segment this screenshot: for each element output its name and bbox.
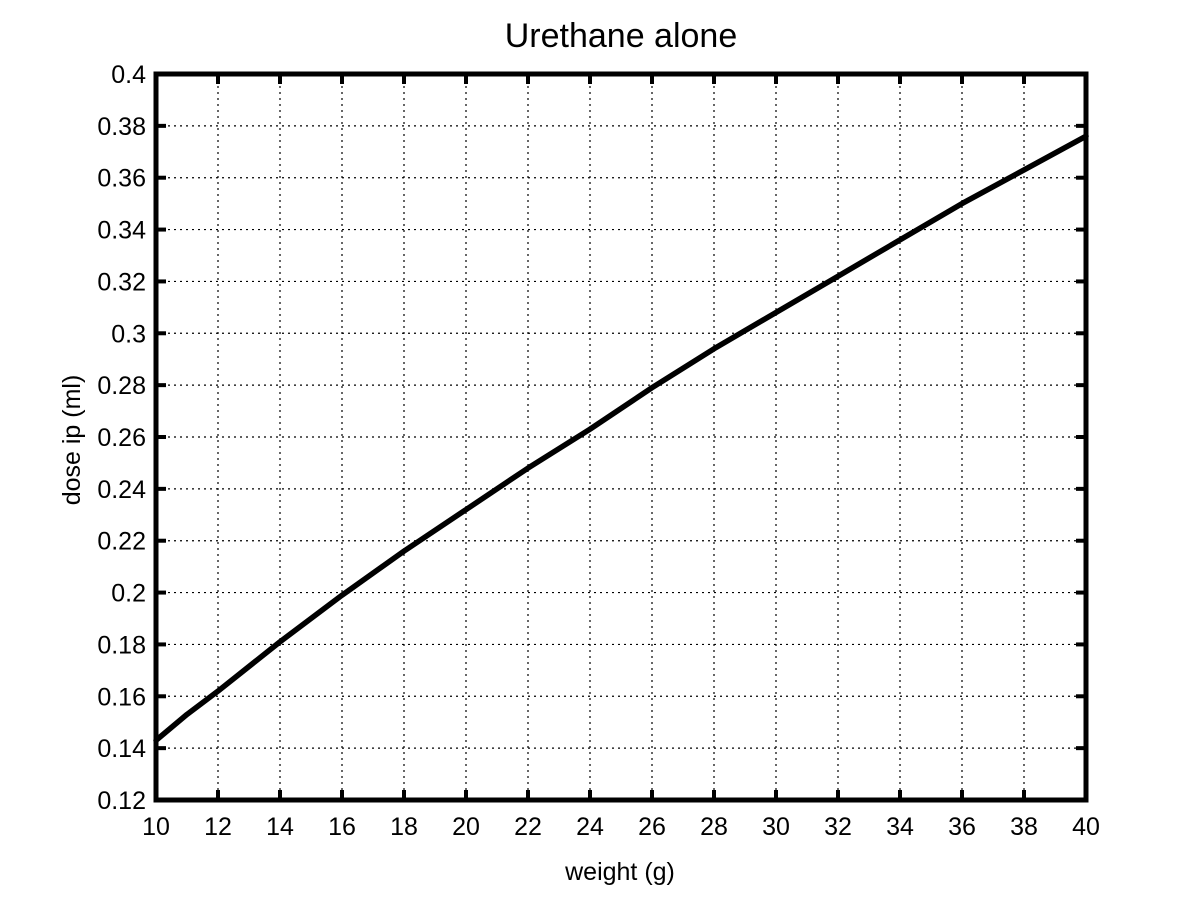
x-tick-label: 26 xyxy=(638,813,666,841)
y-tick-label: 0.14 xyxy=(97,735,146,763)
y-tick-label: 0.34 xyxy=(97,217,146,245)
y-tick-label: 0.2 xyxy=(111,580,146,608)
x-tick-label: 32 xyxy=(824,813,852,841)
y-tick-label: 0.3 xyxy=(111,320,146,348)
y-tick-label: 0.22 xyxy=(97,528,146,556)
y-tick-label: 0.12 xyxy=(97,787,146,815)
series-group xyxy=(153,133,1089,744)
x-tick-label: 10 xyxy=(142,813,170,841)
x-tick-label: 24 xyxy=(576,813,604,841)
x-tick-label: 28 xyxy=(700,813,728,841)
grid xyxy=(156,74,1086,800)
x-tick-label: 18 xyxy=(390,813,418,841)
x-tick-label: 40 xyxy=(1072,813,1100,841)
y-tick-label: 0.4 xyxy=(111,61,146,89)
x-tick-label: 14 xyxy=(266,813,294,841)
y-tick-label: 0.16 xyxy=(97,683,146,711)
x-tick-label: 34 xyxy=(886,813,914,841)
y-tick-label: 0.26 xyxy=(97,424,146,452)
x-tick-label: 16 xyxy=(328,813,356,841)
y-tick-label: 0.32 xyxy=(97,268,146,296)
y-tick-label: 0.38 xyxy=(97,113,146,141)
chart-title: Urethane alone xyxy=(505,17,738,55)
plot-frame xyxy=(153,71,1089,803)
y-tick-labels: 0.12 0.14 0.16 0.18 0.2 0.22 0.24 0.26 0.28 0.3 0.… xyxy=(97,61,146,815)
x-tick-label: 30 xyxy=(762,813,790,841)
x-tick-label: 20 xyxy=(452,813,480,841)
y-tick-label: 0.36 xyxy=(97,165,146,193)
y-tick-label: 0.28 xyxy=(97,372,146,400)
y-axis-label: dose ip (ml) xyxy=(58,375,86,506)
x-tick-labels: 10 12 14 16 18 20 22 24 26 28 30 32 34 36 38 40 xyxy=(142,813,1100,841)
x-tick-label: 22 xyxy=(514,813,542,841)
x-tick-label: 12 xyxy=(204,813,232,841)
x-tick-label: 38 xyxy=(1010,813,1038,841)
y-tick-label: 0.18 xyxy=(97,631,146,659)
x-tick-label: 36 xyxy=(948,813,976,841)
series-line xyxy=(153,133,1089,744)
x-axis-label: weight (g) xyxy=(564,858,675,886)
y-tick-label: 0.24 xyxy=(97,476,146,504)
